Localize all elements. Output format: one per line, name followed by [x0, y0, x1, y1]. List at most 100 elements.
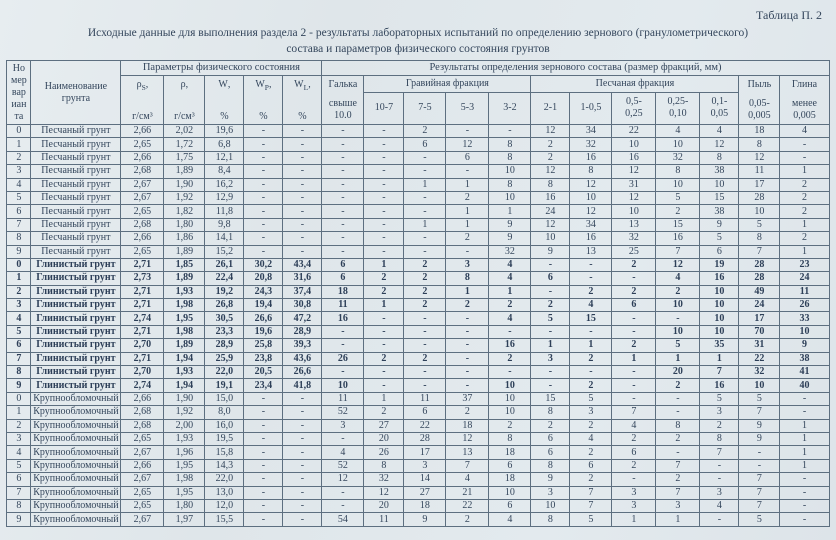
value-cell: 24 — [530, 204, 571, 219]
value-cell: 11 — [363, 512, 405, 527]
value-cell: 1 — [403, 217, 447, 233]
value-cell: 22 — [445, 498, 490, 514]
value-cell: 1,72 — [163, 137, 206, 152]
value-cell: 2,74 — [120, 378, 165, 393]
value-cell: - — [243, 123, 284, 139]
value-cell: 22 — [738, 351, 781, 367]
value-cell: 19,4 — [243, 298, 284, 313]
soil-data-table: Но мер вар иан та Наименование грунта Па… — [6, 60, 830, 527]
value-cell: - — [738, 445, 781, 460]
soil-name-cell: Крупнообломочный — [30, 498, 122, 514]
value-cell: - — [321, 123, 365, 139]
table-row: 5 Песчаный грунт 2,67 1,92 12,9- - - - -2 10 16 10 1… — [6, 190, 830, 206]
soil-name-cell: Крупнообломочный — [30, 405, 122, 420]
value-cell: 28 — [738, 190, 781, 206]
value-cell: - — [611, 311, 657, 326]
row-number-cell: 5 — [6, 190, 32, 206]
value-cell: 8 — [488, 150, 532, 166]
soil-name-cell: Песчаный грунт — [30, 164, 122, 179]
value-cell: - — [445, 311, 490, 326]
value-cell: 2 — [403, 284, 447, 300]
value-cell: 32 — [655, 150, 701, 166]
table-row: 6 Глинистый грунт 2,70 1,89 28,9 25,8 39,3- - - -… — [6, 338, 830, 353]
value-cell: 2 — [403, 257, 447, 273]
value-cell: 1,98 — [163, 324, 206, 340]
col-header-01-005: 0,1- 0,05 — [699, 91, 740, 126]
value-cell: 23 — [779, 257, 830, 273]
value-cell: - — [445, 324, 490, 340]
col-header-1-05: 1-0,5 — [569, 91, 613, 126]
value-cell: 28,9 — [282, 324, 323, 340]
table-row: 5 Крупнообломочный 2,66 1,95 14,3- -52 8 3 7 6 8 6 2… — [6, 458, 830, 474]
value-cell: 13 — [611, 217, 657, 233]
value-cell: 10 — [321, 378, 365, 393]
value-cell: - — [363, 190, 405, 206]
value-cell: 8 — [699, 431, 740, 447]
col-header-2-1: 2-1 — [530, 91, 571, 126]
value-cell: 5 — [530, 311, 571, 326]
value-cell: 6 — [569, 458, 613, 474]
value-cell: - — [779, 498, 830, 514]
value-cell: 2,71 — [120, 257, 165, 273]
value-cell: 4 — [488, 271, 532, 286]
soil-name-cell: Глинистый грунт — [30, 311, 122, 326]
row-number-cell: 7 — [6, 485, 32, 500]
value-cell: 2 — [779, 231, 830, 246]
value-cell: - — [611, 365, 657, 380]
value-cell: - — [282, 512, 323, 527]
value-cell: 1 — [779, 418, 830, 433]
value-cell: - — [403, 190, 447, 206]
value-cell: 10 — [530, 498, 571, 514]
row-number-cell: 9 — [6, 378, 32, 393]
value-cell: 2 — [403, 351, 447, 367]
value-cell: 10 — [699, 311, 740, 326]
value-cell: 14,1 — [204, 231, 245, 246]
value-cell: 6 — [488, 498, 532, 514]
soil-name-cell: Глинистый грунт — [30, 257, 122, 273]
table-row: 5 Глинистый грунт 2,71 1,98 23,3 19,6 28,9- - - -… — [6, 324, 830, 340]
value-cell: 1,75 — [163, 150, 206, 166]
value-cell: 2,02 — [163, 123, 206, 139]
value-cell: 12 — [569, 177, 613, 192]
value-cell: 2 — [530, 150, 571, 166]
value-cell: 32 — [569, 137, 613, 152]
value-cell: 3 — [611, 485, 657, 500]
value-cell: - — [488, 365, 532, 380]
value-cell: 15 — [655, 217, 701, 233]
value-cell: - — [779, 405, 830, 420]
value-cell: 17 — [738, 311, 781, 326]
value-cell: 2 — [655, 284, 701, 300]
value-cell: - — [530, 378, 571, 393]
value-cell: 16 — [321, 311, 365, 326]
value-cell: 1,89 — [163, 271, 206, 286]
value-cell: 2 — [488, 351, 532, 367]
value-cell: 17 — [403, 445, 447, 460]
table-row: 7 Крупнообломочный 2,65 1,95 13,0- - -12 27 21 10… — [6, 485, 830, 500]
value-cell: 5 — [699, 231, 740, 246]
soil-name-cell: Крупнообломочный — [30, 512, 122, 527]
value-cell: 1,94 — [163, 378, 206, 393]
group-header-grain-composition: Результаты определения зернового состава… — [321, 60, 830, 76]
value-cell: 3 — [569, 405, 613, 420]
value-cell: 19,5 — [204, 431, 245, 447]
value-cell: - — [282, 217, 323, 233]
value-cell: 2,66 — [120, 150, 165, 166]
value-cell: 12,1 — [204, 150, 245, 166]
value-cell: 27 — [363, 418, 405, 433]
soil-name-cell: Глинистый грунт — [30, 378, 122, 393]
value-cell: - — [282, 231, 323, 246]
group-header-sand-fraction: Песчаная фракция — [530, 75, 740, 93]
value-cell: - — [403, 204, 447, 219]
col-header-dust: Пыль 0,05- 0,005 — [738, 75, 781, 125]
table-label: Таблица П. 2 — [756, 8, 822, 22]
value-cell: 10 — [488, 485, 532, 500]
value-cell: 1 — [569, 338, 613, 353]
value-cell: 2 — [569, 284, 613, 300]
value-cell: - — [243, 405, 284, 420]
value-cell: 12 — [611, 190, 657, 206]
value-cell: 4 — [321, 445, 365, 460]
value-cell: - — [779, 472, 830, 487]
value-cell: 2,70 — [120, 365, 165, 380]
value-cell: 6 — [488, 458, 532, 474]
value-cell: 12 — [445, 431, 490, 447]
